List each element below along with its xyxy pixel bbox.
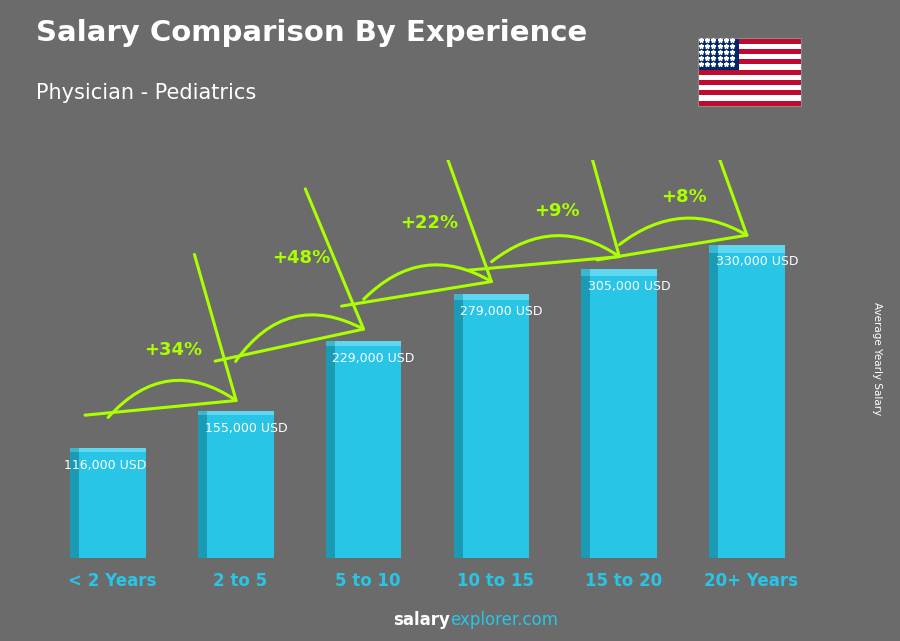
Bar: [581, 269, 590, 276]
Bar: [698, 38, 801, 44]
Bar: [207, 411, 274, 558]
Bar: [698, 38, 739, 69]
Text: 116,000 USD: 116,000 USD: [64, 459, 147, 472]
Bar: [79, 448, 146, 558]
Text: explorer.com: explorer.com: [450, 612, 558, 629]
Bar: [335, 341, 401, 558]
Bar: [326, 341, 335, 558]
Bar: [70, 448, 79, 558]
Bar: [698, 69, 801, 75]
Bar: [463, 294, 529, 300]
Bar: [590, 269, 657, 276]
Bar: [709, 246, 718, 558]
Bar: [698, 80, 801, 85]
Bar: [718, 246, 785, 558]
Bar: [581, 269, 590, 558]
Text: +8%: +8%: [662, 188, 707, 206]
Text: 155,000 USD: 155,000 USD: [204, 422, 287, 435]
Bar: [70, 448, 79, 452]
Text: 279,000 USD: 279,000 USD: [460, 305, 543, 318]
FancyArrowPatch shape: [215, 189, 364, 362]
Bar: [698, 49, 801, 54]
Text: +22%: +22%: [400, 214, 458, 232]
Bar: [698, 85, 801, 90]
Text: +34%: +34%: [144, 341, 202, 359]
FancyArrowPatch shape: [85, 254, 236, 417]
Bar: [207, 411, 274, 415]
Bar: [698, 59, 801, 64]
Text: +48%: +48%: [272, 249, 330, 267]
Bar: [79, 448, 146, 452]
FancyArrowPatch shape: [597, 92, 747, 260]
Text: 305,000 USD: 305,000 USD: [588, 280, 670, 294]
Text: salary: salary: [393, 612, 450, 629]
Text: 330,000 USD: 330,000 USD: [716, 255, 798, 268]
FancyArrowPatch shape: [342, 138, 491, 306]
Bar: [698, 90, 801, 96]
Text: Physician - Pediatrics: Physician - Pediatrics: [36, 83, 256, 103]
Bar: [709, 246, 718, 253]
Bar: [198, 411, 207, 415]
Text: Salary Comparison By Experience: Salary Comparison By Experience: [36, 19, 587, 47]
Text: +9%: +9%: [534, 202, 580, 220]
Bar: [718, 246, 785, 253]
Bar: [698, 101, 801, 106]
Bar: [454, 294, 463, 300]
Bar: [590, 269, 657, 558]
Bar: [454, 294, 463, 558]
Bar: [335, 341, 401, 346]
Bar: [698, 54, 801, 59]
Text: Average Yearly Salary: Average Yearly Salary: [872, 303, 883, 415]
Bar: [326, 341, 335, 346]
Bar: [698, 96, 801, 101]
FancyArrowPatch shape: [468, 110, 619, 271]
Text: 229,000 USD: 229,000 USD: [332, 353, 415, 365]
Bar: [463, 294, 529, 558]
Bar: [698, 64, 801, 69]
Bar: [698, 75, 801, 80]
Bar: [698, 44, 801, 49]
Bar: [198, 411, 207, 558]
